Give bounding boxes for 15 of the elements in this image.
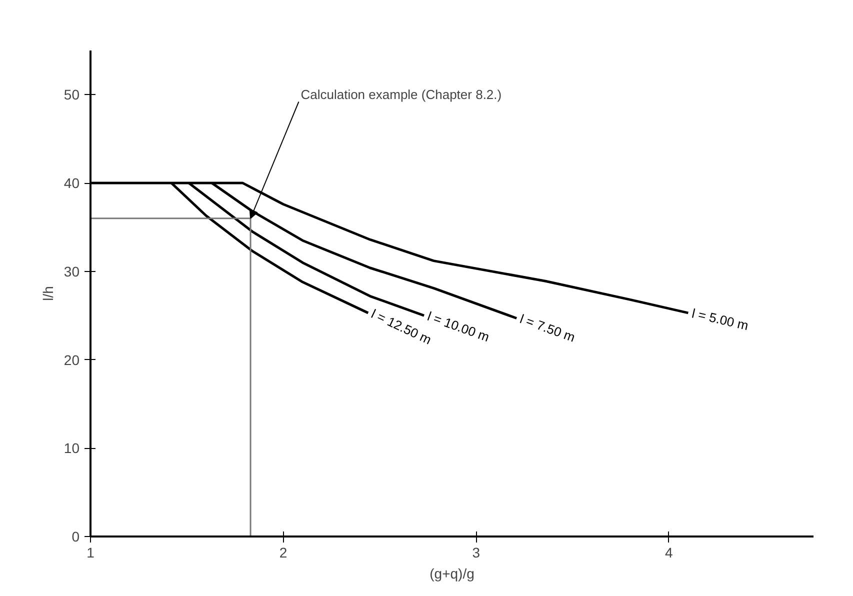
x-tick-label: 2: [279, 544, 288, 560]
x-tick-label: 3: [472, 544, 480, 560]
y-tick-label: 10: [64, 440, 80, 456]
x-axis-title: (g+q)/g: [430, 566, 474, 582]
text: l = 5.00 m: [690, 306, 750, 334]
y-tick-label: 0: [72, 528, 80, 544]
x-tick-label: 4: [665, 544, 674, 560]
y-axis-title: l/h: [40, 286, 56, 301]
y-tick-label: 50: [64, 86, 80, 103]
y-tick-label: 30: [64, 263, 80, 280]
y-tick-label: 40: [64, 175, 80, 192]
x-tick-label: 1: [86, 544, 95, 560]
text: l = 7.50 m: [518, 311, 578, 345]
annotation: Calculation example (Chapter 8.2.): [300, 87, 502, 102]
y-tick-label: 20: [64, 352, 80, 368]
